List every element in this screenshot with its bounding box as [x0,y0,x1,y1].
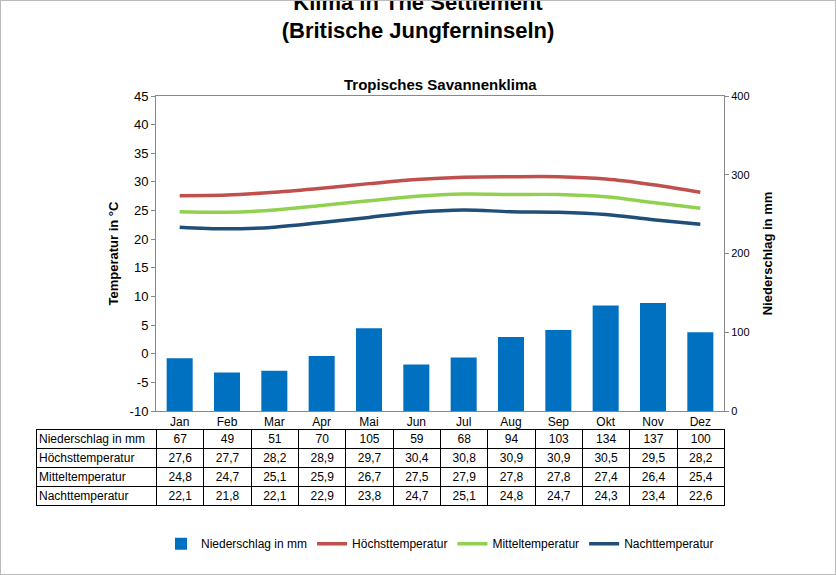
html-text:68: 68 [457,432,471,446]
svg-text:Aug: Aug [500,415,521,429]
html-text:30,9: 30,9 [499,451,524,465]
svg-text:Dez: Dez [690,415,711,429]
html-text:22,9: 22,9 [310,489,334,503]
svg-text:Jun: Jun [407,415,426,429]
html-text:103: 103 [548,432,569,446]
html-text:23,4: 23,4 [641,489,666,503]
html-text:26,4: 26,4 [641,470,666,484]
html-text:24,7: 24,7 [215,470,240,484]
svg-text:Jan: Jan [170,415,189,429]
html-text:30,9: 30,9 [547,451,571,465]
svg-text:Jul: Jul [456,415,471,429]
html-text:49: 49 [220,432,235,446]
svg-text:5: 5 [141,318,148,333]
html-text:29,5: 29,5 [641,451,666,465]
html-text:27,6: 27,6 [168,451,192,465]
html-text:30,8: 30,8 [452,451,476,465]
html-text:137: 137 [643,432,664,446]
svg-text:35: 35 [134,146,148,161]
svg-text:25: 25 [134,203,148,218]
html-text:100: 100 [690,432,711,446]
html-text:51: 51 [268,432,282,446]
svg-text:0: 0 [141,346,148,361]
html-text:27,8: 27,8 [499,470,524,484]
html-text:105: 105 [359,432,380,446]
html-text:22,1: 22,1 [263,489,287,503]
svg-text:Mar: Mar [264,415,285,429]
html-text:29,7: 29,7 [357,451,382,465]
html-text:28,2: 28,2 [263,451,287,465]
html-text:Niederschlag in mm: Niederschlag in mm [39,432,145,446]
html-text:24,3: 24,3 [594,489,618,503]
html-text:24,7: 24,7 [405,489,429,503]
html-text:25,1: 25,1 [452,489,476,503]
svg-text:Sep: Sep [548,415,570,429]
html-text:27,8: 27,8 [547,470,571,484]
svg-text:20: 20 [134,232,148,247]
svg-text:Klima in The Settlement(Britis: Klima in The Settlement(Britische Jungfe… [282,1,555,43]
html-text:24,7: 24,7 [547,489,571,503]
html-text:27,5: 27,5 [405,470,429,484]
html-text:30,5: 30,5 [594,451,618,465]
svg-text:Höchsttemperatur: Höchsttemperatur [352,537,447,551]
svg-text:Tropisches Savannenklima: Tropisches Savannenklima [344,76,537,93]
html-text:30,4: 30,4 [405,451,429,465]
html-text:25,1: 25,1 [263,470,287,484]
html-text:27,4: 27,4 [594,470,618,484]
html-text:21,8: 21,8 [215,489,240,503]
svg-text:-10: -10 [130,404,149,419]
html-text:94: 94 [504,432,519,446]
html-text:134: 134 [596,432,617,446]
svg-text:0: 0 [731,405,737,417]
svg-text:Temperatur in °C: Temperatur in °C [106,201,121,306]
html-text:67: 67 [173,432,187,446]
svg-text:Mitteltemperatur: Mitteltemperatur [492,537,579,551]
html-text:25,9: 25,9 [310,470,334,484]
html-text:27,9: 27,9 [452,470,476,484]
html-text:26,7: 26,7 [357,470,382,484]
svg-text:400: 400 [731,90,749,102]
svg-text:-5: -5 [137,375,149,390]
svg-text:10: 10 [134,289,148,304]
html-text:23,8: 23,8 [357,489,382,503]
html-text:Nachttemperatur: Nachttemperatur [39,489,129,503]
html-text:27,7: 27,7 [215,451,240,465]
html-text:24,8: 24,8 [499,489,524,503]
html-text:24,8: 24,8 [168,470,192,484]
html-text:25,4: 25,4 [689,470,713,484]
html-text:Mitteltemperatur: Mitteltemperatur [39,470,126,484]
svg-text:300: 300 [731,169,749,181]
svg-text:Niederschlag in mm: Niederschlag in mm [760,192,775,316]
html-text:22,1: 22,1 [168,489,192,503]
svg-text:Okt: Okt [596,415,615,429]
html-text:59: 59 [410,432,424,446]
svg-text:Niederschlag in mm: Niederschlag in mm [201,537,307,551]
svg-text:Nov: Nov [642,415,663,429]
svg-text:Apr: Apr [312,415,331,429]
svg-text:45: 45 [134,89,148,104]
svg-text:15: 15 [134,260,148,275]
svg-text:30: 30 [134,174,148,189]
html-text:Höchsttemperatur: Höchsttemperatur [39,451,135,465]
svg-text:Nachttemperatur: Nachttemperatur [624,537,713,551]
svg-text:100: 100 [731,326,749,338]
html-text:28,2: 28,2 [689,451,713,465]
svg-text:Mai: Mai [359,415,378,429]
html-text:70: 70 [315,432,329,446]
html-text:28,9: 28,9 [310,451,334,465]
svg-text:Feb: Feb [217,415,238,429]
html-text:22,6: 22,6 [689,489,713,503]
svg-text:40: 40 [134,117,148,132]
svg-text:200: 200 [731,247,749,259]
